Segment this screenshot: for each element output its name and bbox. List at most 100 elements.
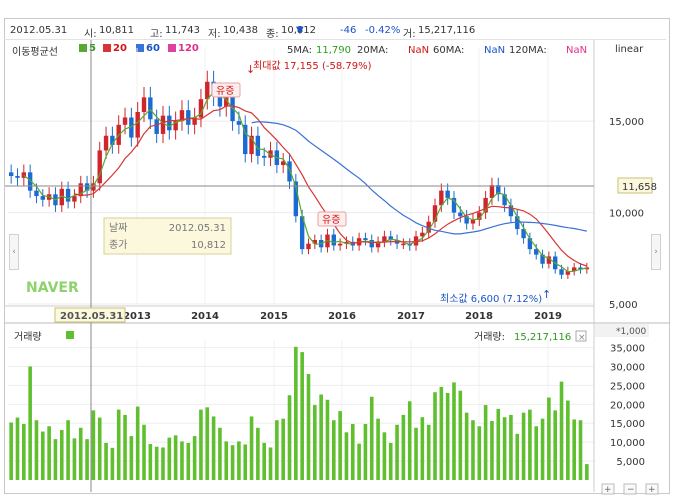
volume-current-value: 15,217,116 — [514, 332, 571, 343]
candle-body — [103, 135, 109, 151]
expand-button[interactable] — [645, 483, 659, 495]
axis-layer: 5,000 10,000 15,000 2013 2014 2015 2016 2017 201… — [123, 117, 645, 468]
candle-body — [59, 188, 64, 206]
candle-body — [160, 115, 166, 134]
ma-legend-item-120[interactable]: 120 — [168, 43, 199, 54]
date-tick-label: 2016 — [328, 311, 356, 322]
volume-bar — [104, 442, 108, 480]
candle-body — [21, 172, 27, 178]
down-arrow-icon: ▼ — [296, 25, 304, 36]
candle-body — [363, 238, 368, 240]
candle-body — [287, 161, 292, 182]
info-open-label: 시: — [84, 29, 97, 40]
volume-bar — [490, 420, 494, 480]
candle-body — [489, 185, 495, 198]
scroll-left-icon[interactable]: ‹ — [9, 234, 19, 270]
volume-close-button[interactable] — [575, 330, 587, 342]
volume-unit-box — [595, 324, 649, 337]
volume-bar — [85, 439, 89, 480]
ma60-label: 60MA: — [433, 45, 465, 56]
volume-tick-label: 10,000 — [610, 438, 645, 449]
volume-bar — [350, 424, 355, 480]
candle-body — [508, 205, 514, 217]
candle-body — [192, 117, 197, 125]
candle-body — [110, 135, 115, 145]
candle-body — [521, 229, 526, 239]
volume-bar — [477, 426, 482, 480]
crosshair-date-label: 2012.05.31 — [60, 311, 123, 322]
volume-bar — [502, 417, 507, 480]
volume-bar — [59, 430, 64, 480]
candle-body — [34, 190, 39, 197]
expand-icon: + — [648, 485, 656, 495]
candle-body — [458, 212, 463, 217]
volume-bar — [407, 401, 412, 480]
candle-body — [230, 97, 235, 122]
volume-bar — [534, 426, 539, 480]
candle-body — [65, 188, 71, 202]
scroll-right-icon[interactable]: › — [651, 234, 661, 270]
volume-bar — [192, 436, 197, 480]
volume-tick-label: 35,000 — [610, 344, 645, 355]
volume-bar — [243, 444, 248, 480]
date-tick-label: 2019 — [534, 311, 562, 322]
candle-body — [375, 241, 381, 248]
candle-body — [344, 241, 349, 244]
volume-bar — [338, 411, 342, 480]
volume-bar — [205, 407, 210, 480]
volume-bar — [369, 396, 374, 480]
volume-bar — [585, 464, 589, 480]
date-tick-label: 2015 — [260, 311, 288, 322]
tooltip-close-label: 종가 — [109, 239, 127, 251]
zoom-in-button[interactable] — [623, 483, 637, 495]
max-value-label: 최대값 17,155 (-58.79%) — [253, 60, 372, 72]
volume-panel-title: 거래량 — [14, 331, 42, 343]
volume-bar — [420, 417, 425, 480]
candle-body — [451, 197, 457, 213]
volume-bar — [28, 366, 32, 480]
ma60-value: NaN — [484, 45, 506, 56]
ma-legend-item-60[interactable]: 60 — [136, 43, 160, 54]
volume-bar — [142, 424, 146, 480]
candle-body — [439, 190, 444, 206]
volume-bar — [256, 427, 260, 480]
volume-bar — [395, 424, 399, 480]
volume-bar — [382, 432, 387, 480]
volume-bar — [129, 436, 134, 480]
ma120-value: NaN — [566, 45, 588, 56]
candle-body — [217, 95, 223, 107]
volume-bar — [47, 426, 51, 480]
price-tick-label: 15,000 — [609, 117, 644, 128]
volume-bar — [91, 410, 96, 480]
candle-body — [167, 115, 172, 131]
candle-body — [249, 135, 254, 155]
ma5-line — [23, 91, 587, 273]
volume-bar — [66, 420, 70, 480]
volume-bar — [199, 409, 203, 480]
candle-body — [141, 97, 147, 112]
candle-body — [205, 81, 210, 100]
max-arrow-icon: ↓ — [246, 63, 255, 76]
ma-legend-item-20[interactable]: 20 — [103, 43, 127, 54]
scale-mode-toggle[interactable]: linear — [615, 44, 644, 55]
volume-bar — [211, 416, 216, 480]
volume-bar — [281, 418, 285, 480]
candle-body — [255, 135, 261, 156]
volume-bar — [547, 397, 551, 480]
candles-layer — [8, 70, 590, 279]
volume-bar — [313, 405, 317, 480]
close-icon: × — [578, 333, 586, 343]
volume-bar — [388, 442, 393, 480]
tooltip-date: 2012.05.31 — [169, 223, 226, 234]
ma20-value: NaN — [408, 45, 430, 56]
ma120-label: 120MA: — [509, 45, 547, 56]
zoom-out-button[interactable] — [601, 483, 615, 495]
chart-frame — [4, 18, 670, 494]
volume-bar — [135, 406, 140, 480]
ma-legend-item-5[interactable]: 5 — [79, 43, 96, 54]
volume-bar — [161, 447, 165, 480]
ma20-swatch-icon — [103, 44, 111, 52]
candle-body — [426, 221, 431, 233]
ma5-value: 11,790 — [316, 45, 351, 56]
